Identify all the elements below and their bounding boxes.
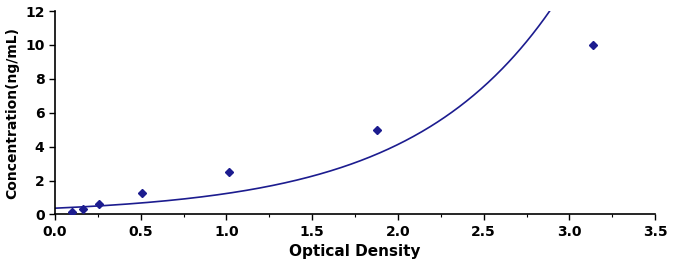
Y-axis label: Concentration(ng/mL): Concentration(ng/mL) — [5, 27, 20, 199]
X-axis label: Optical Density: Optical Density — [289, 244, 421, 259]
